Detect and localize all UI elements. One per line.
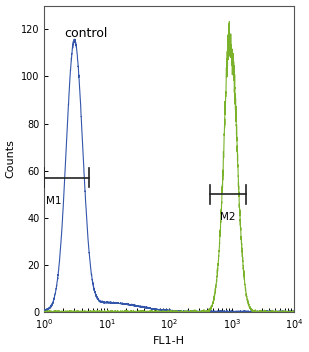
Text: M1: M1 (46, 196, 61, 206)
Text: control: control (65, 27, 108, 40)
Text: M2: M2 (220, 212, 235, 222)
X-axis label: FL1-H: FL1-H (153, 337, 185, 346)
Y-axis label: Counts: Counts (6, 139, 15, 178)
